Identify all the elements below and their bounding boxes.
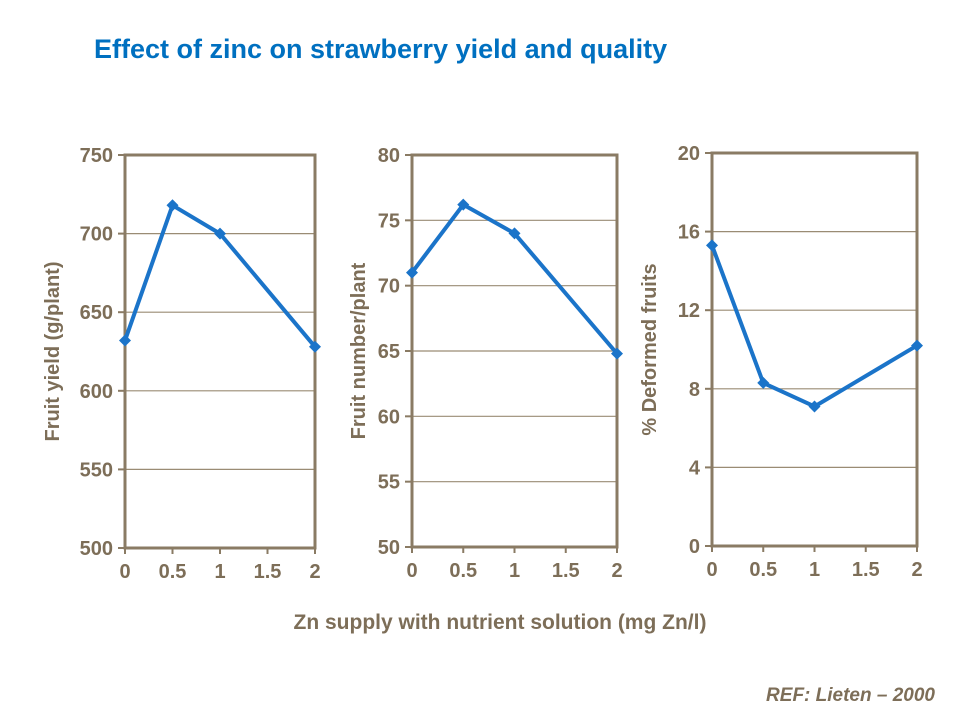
y-tick-label: 500 bbox=[80, 538, 113, 560]
x-tick-label: 0.5 bbox=[159, 561, 187, 583]
x-tick-label: 2 bbox=[911, 559, 922, 581]
chart-fruit-yield: 500 550 600 650 700 750 0 0.5 1 1.5 2 Fruit yield (… bbox=[35, 140, 327, 600]
plot-frame bbox=[123, 153, 317, 550]
chart-plot-0: 500 550 600 650 700 750 0 0.5 1 1.5 2 Fruit yield (… bbox=[42, 145, 321, 583]
y-tick-label: 20 bbox=[678, 143, 700, 165]
data-point-marker bbox=[911, 339, 923, 352]
reference-citation: REF: Lieten – 2000 bbox=[766, 685, 935, 706]
y-tick-label: 80 bbox=[378, 145, 400, 167]
data-point-marker bbox=[166, 199, 179, 212]
x-axis-title: Zn supply with nutrient solution (mg Zn/… bbox=[293, 611, 707, 634]
data-point-marker bbox=[808, 400, 821, 413]
plot-frame bbox=[710, 151, 919, 548]
y-tick-label: 550 bbox=[80, 459, 113, 481]
x-tick-label: 0 bbox=[706, 559, 717, 581]
data-series-line bbox=[123, 203, 317, 349]
y-tick-label: 70 bbox=[378, 276, 400, 298]
y-tick-label: 600 bbox=[80, 381, 113, 403]
data-point-marker bbox=[508, 227, 521, 240]
y-tick-label: 60 bbox=[378, 406, 400, 428]
data-point-marker bbox=[611, 347, 623, 360]
slide-title: Effect of zinc on strawberry yield and q… bbox=[94, 34, 668, 64]
chart-plot-1: 50 55 60 65 70 75 80 0 0.5 1 1.5 2 Fruit number/plan… bbox=[348, 145, 623, 582]
y-tick-label: 50 bbox=[378, 537, 400, 559]
x-tick-label: 0.5 bbox=[749, 559, 777, 581]
y-tick-label: 65 bbox=[378, 341, 400, 363]
y-tick-label: 700 bbox=[80, 224, 113, 246]
y-tick-label: 750 bbox=[80, 145, 113, 167]
chart-plot-2: 0 4 8 12 16 20 0 0.5 1 1.5 2 % Deformed fruits bbox=[639, 143, 923, 581]
data-series-line bbox=[410, 202, 619, 356]
x-tick-label: 0 bbox=[119, 561, 130, 583]
x-tick-label: 0 bbox=[406, 560, 417, 582]
y-tick-label: 4 bbox=[689, 457, 701, 479]
chart-fruit-number: 50 55 60 65 70 75 80 0 0.5 1 1.5 2 Fruit number/plan… bbox=[328, 140, 628, 600]
x-tick-label: 1 bbox=[214, 561, 225, 583]
data-point-marker bbox=[406, 266, 418, 279]
data-point-marker bbox=[757, 376, 770, 389]
x-tick-label: 1 bbox=[809, 559, 820, 581]
x-tick-label: 1.5 bbox=[552, 560, 580, 582]
x-tick-label: 1.5 bbox=[852, 559, 880, 581]
y-tick-label: 75 bbox=[378, 210, 400, 232]
y-tick-label: 0 bbox=[689, 536, 700, 558]
y-axis-title: Fruit yield (g/plant) bbox=[42, 262, 64, 442]
data-point-marker bbox=[119, 334, 131, 347]
x-tick-label: 2 bbox=[309, 561, 320, 583]
x-tick-label: 2 bbox=[611, 560, 622, 582]
data-point-marker bbox=[457, 198, 470, 211]
data-point-marker bbox=[309, 340, 321, 353]
y-tick-label: 8 bbox=[689, 379, 700, 401]
y-tick-label: 12 bbox=[678, 300, 700, 322]
data-point-marker bbox=[706, 239, 718, 252]
y-axis-title: % Deformed fruits bbox=[639, 263, 661, 435]
data-point-marker bbox=[214, 227, 226, 240]
x-tick-label: 1 bbox=[509, 560, 520, 582]
chart-deformed-fruits: 0 4 8 12 16 20 0 0.5 1 1.5 2 % Deformed fruits bbox=[628, 138, 930, 598]
y-tick-label: 55 bbox=[378, 472, 400, 494]
x-tick-label: 1.5 bbox=[254, 561, 282, 583]
x-tick-label: 0.5 bbox=[449, 560, 477, 582]
y-tick-label: 16 bbox=[678, 222, 700, 244]
y-tick-label: 650 bbox=[80, 302, 113, 324]
data-series-line bbox=[710, 243, 919, 409]
y-axis-title: Fruit number/plant bbox=[348, 262, 370, 439]
